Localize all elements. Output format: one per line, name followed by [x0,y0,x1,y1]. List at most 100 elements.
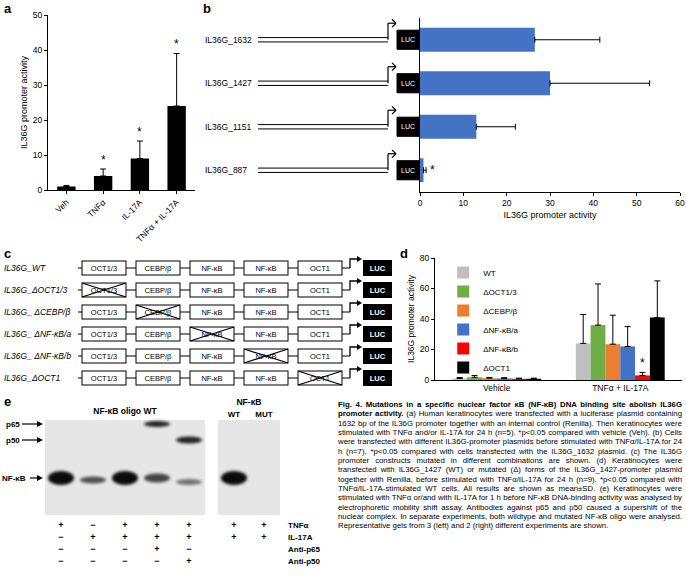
svg-text:IL36G_1632: IL36G_1632 [205,35,252,45]
svg-text:*: * [174,37,179,51]
svg-text:40: 40 [589,198,599,208]
svg-text:NF-κB: NF-κB [201,264,222,273]
svg-text:0: 0 [418,198,423,208]
svg-text:+: + [122,520,127,530]
svg-text:OCT1/3: OCT1/3 [91,308,117,317]
svg-text:+: + [186,520,191,530]
svg-text:CEBP/β: CEBP/β [145,374,173,383]
svg-text:+: + [122,532,127,542]
svg-text:NF-κB: NF-κB [255,352,276,361]
svg-text:40: 40 [33,45,43,55]
svg-text:NF-κB: NF-κB [201,308,222,317]
svg-text:NF-κB: NF-κB [255,308,276,317]
svg-text:+: + [58,520,63,530]
svg-text:LUC: LUC [401,36,415,43]
svg-text:LUC: LUC [370,352,386,361]
svg-text:TNFα: TNFα [85,197,107,219]
svg-text:CEBP/β: CEBP/β [145,264,173,273]
svg-text:CEBP/β: CEBP/β [145,286,173,295]
svg-text:−: − [58,556,63,566]
svg-text:IL36G promoter activity: IL36G promoter activity [19,55,29,149]
svg-text:+: + [154,544,159,554]
svg-text:NF-κB: NF-κB [201,330,222,339]
svg-text:60: 60 [420,283,430,293]
svg-text:60: 60 [675,198,685,208]
svg-text:IL36G_ΔOCT1: IL36G_ΔOCT1 [4,373,61,383]
svg-text:−: − [122,544,127,554]
svg-text:LUC: LUC [401,123,415,130]
svg-text:−: − [58,544,63,554]
svg-text:IL36G_ ΔCEBP/β: IL36G_ ΔCEBP/β [4,307,70,317]
svg-text:NF-κB: NF-κB [201,374,222,383]
svg-text:80: 80 [420,253,430,263]
svg-text:−: − [90,520,95,530]
svg-text:NF-κB: NF-κB [201,286,222,295]
svg-text:LUC: LUC [370,264,386,273]
svg-text:OCT1/3: OCT1/3 [91,286,117,295]
svg-text:ΔOCT1/3: ΔOCT1/3 [483,288,517,297]
svg-text:IL36G_887: IL36G_887 [205,165,247,175]
svg-text:NF-κB: NF-κB [255,264,276,273]
svg-text:Vehicle: Vehicle [483,383,511,393]
svg-text:p50: p50 [6,436,20,445]
svg-text:30: 30 [545,198,555,208]
svg-text:Anti-p65: Anti-p65 [288,545,321,554]
svg-text:IL36G_1427: IL36G_1427 [205,78,252,88]
svg-text:+: + [231,520,236,530]
svg-text:OCT1: OCT1 [310,330,330,339]
svg-text:OCT1: OCT1 [310,286,330,295]
svg-text:IL36G_1151: IL36G_1151 [205,122,251,132]
svg-text:NF-κB: NF-κB [255,374,276,383]
svg-text:OCT1/3: OCT1/3 [91,264,117,273]
svg-text:TNFα + IL-17A: TNFα + IL-17A [592,383,648,393]
svg-text:NF-κB: NF-κB [2,474,26,483]
svg-text:30: 30 [33,80,43,90]
svg-text:OCT1: OCT1 [310,374,330,383]
svg-text:−: − [154,556,159,566]
svg-text:ΔNF-κB/a: ΔNF-κB/a [483,326,518,335]
svg-text:20: 20 [502,198,512,208]
svg-text:−: − [186,544,191,554]
svg-text:50: 50 [632,198,642,208]
svg-text:MUT: MUT [255,410,272,419]
svg-text:50: 50 [33,10,43,20]
svg-text:0: 0 [425,375,430,385]
svg-text:NF-κB: NF-κB [255,330,276,339]
svg-text:+: + [261,520,266,530]
svg-text:+: + [154,532,159,542]
svg-text:ΔOCT1: ΔOCT1 [483,364,510,373]
svg-text:0: 0 [38,185,43,195]
svg-text:LUC: LUC [401,80,415,87]
svg-text:40: 40 [420,314,430,324]
svg-text:OCT1: OCT1 [310,264,330,273]
svg-text:CEBP/β: CEBP/β [145,352,173,361]
svg-text:NF-κB oligo WT: NF-κB oligo WT [93,406,157,416]
svg-text:IL36G_ΔOCT1/3: IL36G_ΔOCT1/3 [4,285,68,295]
svg-text:IL36G_ ΔNF-κB/a: IL36G_ ΔNF-κB/a [4,329,71,339]
svg-text:LUC: LUC [370,374,386,383]
svg-text:−: − [58,532,63,542]
svg-text:IL-17A: IL-17A [288,533,313,542]
svg-text:*: * [101,153,106,167]
svg-text:NF-κB: NF-κB [255,286,276,295]
svg-text:TNFα + IL-17A: TNFα + IL-17A [134,197,181,244]
svg-text:CEBP/β: CEBP/β [145,330,173,339]
svg-text:OCT1/3: OCT1/3 [91,374,117,383]
svg-text:−: − [90,556,95,566]
svg-text:+: + [186,532,191,542]
svg-text:−: − [90,544,95,554]
svg-text:+: + [154,520,159,530]
svg-text:OCT1: OCT1 [310,352,330,361]
svg-text:10: 10 [33,150,43,160]
svg-text:LUC: LUC [370,286,386,295]
svg-text:20: 20 [420,344,430,354]
svg-text:OCT1/3: OCT1/3 [91,352,117,361]
svg-text:NF-κB: NF-κB [236,397,261,407]
svg-text:−: − [122,556,127,566]
svg-text:TNFα: TNFα [288,521,309,530]
svg-text:ΔNF-κB/b: ΔNF-κB/b [483,345,518,354]
svg-text:WT: WT [228,410,241,419]
svg-text:Veh: Veh [53,197,71,215]
svg-text:+: + [231,532,236,542]
svg-text:*: * [640,356,645,370]
